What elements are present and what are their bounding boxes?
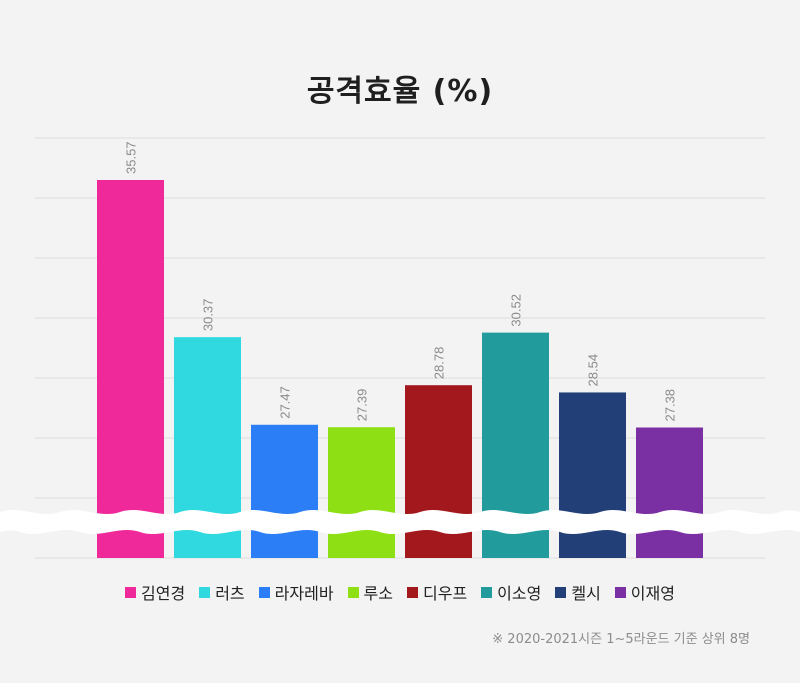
legend-label: 켈시: [571, 584, 601, 603]
legend-label: 라자레바: [274, 584, 334, 603]
legend-item: 이재영: [614, 580, 675, 604]
legend: 김연경 러츠 라자레바 루소 디우프 이소영 켈시 이재영: [0, 580, 800, 604]
legend-label: 김연경: [141, 584, 186, 603]
bar-8: [636, 427, 703, 558]
legend-label: 디우프: [423, 584, 468, 603]
legend-label: 이소영: [497, 584, 542, 603]
legend-swatch: [125, 586, 137, 598]
value-label-8: 27.38: [663, 389, 678, 422]
legend-swatch: [555, 586, 567, 598]
legend-item: 켈시: [555, 580, 601, 604]
value-label-7: 28.54: [586, 354, 601, 387]
bars: [97, 180, 703, 558]
footnote: ※ 2020-2021시즌 1~5라운드 기준 상위 8명: [492, 632, 750, 647]
value-label-1: 35.57: [124, 141, 139, 174]
legend-item: 라자레바: [258, 580, 334, 604]
legend-label: 이재영: [630, 584, 675, 603]
legend-item: 루소: [347, 580, 393, 604]
value-labels: 35.57 30.37 27.47 27.39 28.78 30.52 28.54 27.38: [124, 141, 678, 421]
legend-label: 루소: [363, 584, 393, 603]
legend-swatch: [407, 586, 418, 598]
chart-title: 공격효율 (%): [306, 74, 494, 109]
value-label-2: 30.37: [201, 299, 216, 332]
bar-3: [251, 424, 318, 558]
value-label-4: 27.39: [355, 389, 370, 422]
legend-label: 러츠: [215, 584, 245, 603]
bar-4: [328, 427, 395, 558]
value-label-6: 30.52: [509, 294, 524, 327]
axis-break-band: [0, 509, 800, 535]
value-label-3: 27.47: [278, 386, 293, 419]
legend-item: 이소영: [481, 580, 541, 604]
axis-break: [0, 509, 800, 535]
legend-swatch: [258, 586, 270, 598]
legend-swatch: [347, 586, 359, 598]
legend-item: 김연경: [125, 580, 185, 604]
legend-swatch: [199, 586, 211, 598]
legend-swatch: [614, 586, 626, 598]
legend-item: 러츠: [199, 580, 245, 604]
value-label-5: 28.78: [432, 347, 447, 380]
legend-swatch: [481, 586, 493, 598]
legend-item: 디우프: [407, 580, 467, 604]
bar-1: [97, 180, 164, 558]
